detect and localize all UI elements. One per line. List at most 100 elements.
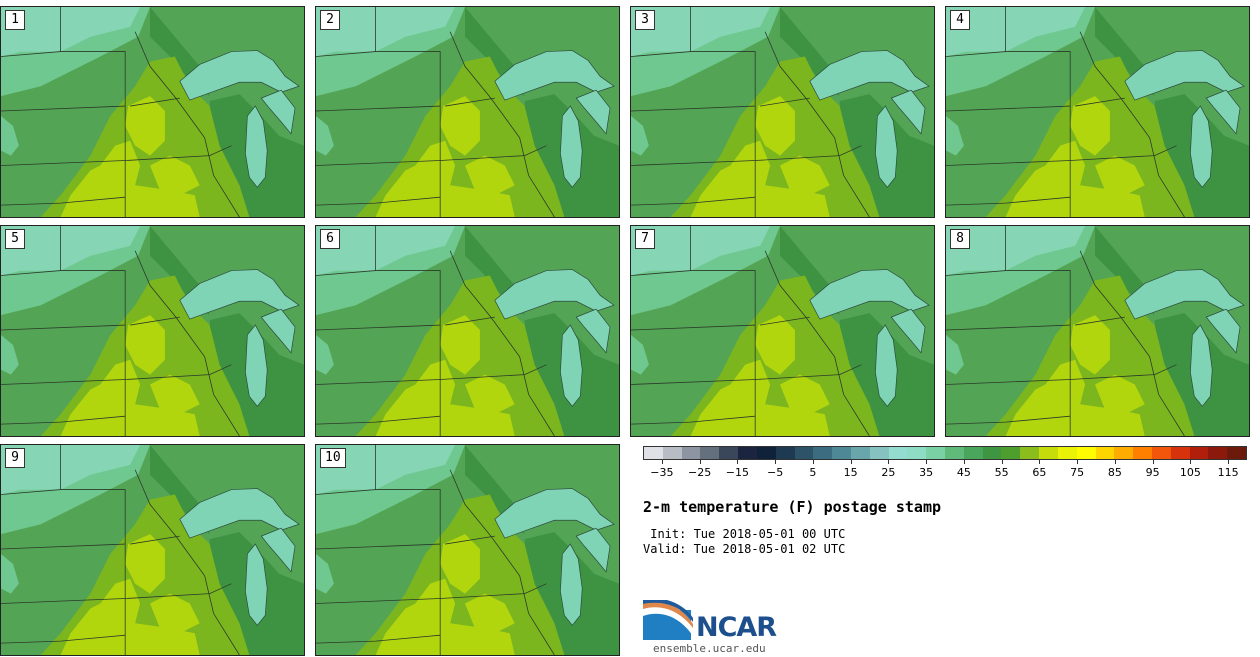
colorbar-swatch bbox=[1076, 447, 1096, 459]
temperature-region bbox=[440, 315, 480, 375]
lake-shape bbox=[260, 527, 296, 573]
map-panel: 3 bbox=[630, 6, 935, 218]
temperature-region bbox=[631, 7, 771, 57]
lake-shape bbox=[494, 269, 615, 320]
state-boundary bbox=[946, 379, 1071, 385]
lake-shape bbox=[494, 50, 615, 101]
state-boundary bbox=[1, 51, 61, 57]
lake-shape bbox=[875, 324, 898, 407]
colorbar-tick-label: 95 bbox=[1145, 466, 1160, 479]
lake-shape bbox=[179, 269, 300, 320]
state-boundary bbox=[631, 196, 756, 206]
state-boundary bbox=[764, 31, 870, 217]
temperature-region bbox=[1, 553, 19, 594]
temperature-region bbox=[316, 7, 456, 57]
colorbar-tick bbox=[737, 460, 739, 464]
colorbar-swatch bbox=[1039, 447, 1058, 459]
colorbar-swatch bbox=[775, 447, 795, 459]
temperature-region bbox=[1070, 315, 1110, 375]
state-boundary bbox=[449, 250, 555, 436]
state-boundary bbox=[375, 7, 441, 217]
temperature-region bbox=[465, 593, 515, 634]
temperature-region bbox=[631, 226, 771, 276]
temperature-region bbox=[755, 315, 795, 375]
state-boundary bbox=[1, 105, 126, 112]
state-boundary bbox=[316, 379, 441, 385]
state-boundary bbox=[60, 445, 126, 655]
colorbar-tick-label: 55 bbox=[994, 466, 1009, 479]
temperature-region bbox=[375, 578, 515, 655]
map-panel: 2 bbox=[315, 6, 620, 218]
ncar-swoosh-icon bbox=[643, 600, 693, 640]
state-boundary bbox=[690, 226, 756, 436]
state-boundary bbox=[440, 364, 547, 380]
colorbar-swatch bbox=[982, 447, 1002, 459]
lake-shape bbox=[179, 50, 300, 101]
state-boundary bbox=[130, 535, 180, 545]
lake-shape bbox=[1124, 269, 1245, 320]
colorbar-swatch bbox=[1057, 447, 1077, 459]
temperature-map bbox=[316, 7, 619, 217]
temperature-region bbox=[1, 226, 141, 276]
state-boundary bbox=[1, 270, 61, 276]
temperature-map bbox=[631, 226, 934, 436]
lake-shape bbox=[1190, 324, 1213, 407]
temperature-region bbox=[125, 96, 165, 156]
temperature-region bbox=[946, 334, 964, 375]
temperature-region bbox=[440, 96, 480, 156]
colorbar-swatch bbox=[869, 447, 889, 459]
colorbar-tick bbox=[888, 460, 890, 464]
state-boundary bbox=[1, 415, 126, 425]
state-boundary bbox=[316, 634, 441, 644]
state-boundary bbox=[134, 469, 240, 655]
state-boundary bbox=[316, 105, 441, 112]
state-boundary bbox=[375, 226, 441, 436]
colorbar-swatch bbox=[662, 447, 682, 459]
colorbar-tick bbox=[1039, 460, 1041, 464]
colorbar-tick-label: −15 bbox=[725, 466, 749, 479]
temperature-region bbox=[60, 578, 200, 655]
lake-shape bbox=[245, 324, 268, 407]
colorbar-tick-label: 45 bbox=[956, 466, 971, 479]
temperature-region bbox=[316, 445, 456, 495]
logo-name: NCAR bbox=[696, 612, 777, 643]
state-boundary bbox=[440, 583, 547, 599]
state-boundary bbox=[1, 598, 126, 604]
state-boundary bbox=[631, 270, 691, 276]
temperature-map bbox=[1, 445, 304, 655]
lake-shape bbox=[245, 543, 268, 626]
temperature-region bbox=[755, 96, 795, 156]
colorbar-swatch bbox=[907, 447, 927, 459]
member-label: 4 bbox=[950, 10, 970, 30]
state-boundary bbox=[125, 583, 232, 599]
valid-time: Valid: Tue 2018-05-01 02 UTC bbox=[643, 542, 846, 556]
temperature-region bbox=[1095, 374, 1145, 415]
state-boundary bbox=[134, 31, 240, 217]
temperature-region bbox=[946, 115, 964, 156]
map-panel: 10 bbox=[315, 444, 620, 656]
lake-shape bbox=[179, 488, 300, 539]
lake-shape bbox=[1205, 89, 1241, 135]
colorbar-swatch bbox=[1001, 447, 1021, 459]
map-panel: 7 bbox=[630, 225, 935, 437]
state-boundary bbox=[946, 324, 1071, 331]
lake-shape bbox=[1205, 308, 1241, 354]
state-boundary bbox=[134, 250, 240, 436]
colorbar-swatch bbox=[888, 447, 908, 459]
state-boundary bbox=[946, 270, 1006, 276]
temperature-region bbox=[780, 155, 830, 196]
temperature-region bbox=[125, 534, 165, 594]
colorbar-tick bbox=[1114, 460, 1116, 464]
state-boundary bbox=[445, 97, 495, 107]
colorbar-swatches bbox=[643, 446, 1247, 460]
lake-shape bbox=[890, 308, 926, 354]
state-boundary bbox=[316, 160, 441, 166]
state-boundary bbox=[1079, 250, 1185, 436]
colorbar: −35 −25 −15 −5 5 15 25 35 45 55 65 75 85 95 105 115 bbox=[643, 446, 1247, 479]
colorbar-swatch bbox=[1227, 447, 1246, 459]
colorbar-swatch bbox=[719, 447, 739, 459]
lake-shape bbox=[575, 527, 611, 573]
temperature-region bbox=[316, 553, 334, 594]
state-boundary bbox=[316, 270, 376, 276]
temperature-region bbox=[1095, 155, 1145, 196]
